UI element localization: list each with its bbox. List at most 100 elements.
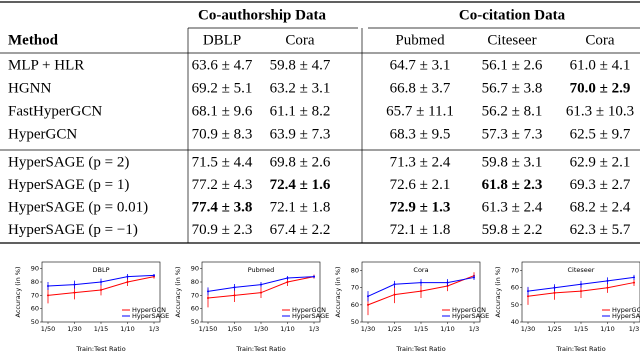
chart-title: Citeseer <box>568 266 595 274</box>
cell: 72.6 ± 2.1 <box>390 177 451 193</box>
point <box>473 276 475 279</box>
legend-label: HyperGCN <box>292 306 326 314</box>
cell: 72.1 ± 1.8 <box>390 222 451 238</box>
cell: 62.5 ± 9.7 <box>570 126 631 142</box>
point <box>260 283 262 286</box>
x-tick-label: 1/3 <box>309 325 319 333</box>
x-tick-label: 1/3 <box>629 325 639 333</box>
y-tick-label: 50 <box>31 318 39 326</box>
x-tick-label: 1/15 <box>574 325 589 333</box>
x-tick-label: 1/15 <box>94 325 109 333</box>
point <box>313 275 315 278</box>
cell: 68.3 ± 9.5 <box>390 126 451 142</box>
legend-label: HyperGCN <box>452 306 486 314</box>
method-name: FastHyperGCN <box>8 103 102 119</box>
cell: 56.7 ± 3.8 <box>482 80 543 96</box>
point <box>73 283 76 286</box>
cell: 61.0 ± 4.1 <box>570 57 631 73</box>
point <box>420 281 422 284</box>
cell: 68.2 ± 2.4 <box>570 199 631 215</box>
column-header: Cora <box>285 32 315 48</box>
y-tick-label: 80 <box>31 278 39 286</box>
point <box>633 276 635 279</box>
point <box>606 279 609 282</box>
legend-label: HyperSAGE <box>132 312 169 320</box>
cell: 77.2 ± 4.3 <box>192 177 253 193</box>
y-tick-label: 70 <box>351 284 359 292</box>
cell: 56.1 ± 2.6 <box>482 57 543 73</box>
x-tick-label: 1/10 <box>600 325 615 333</box>
cell: 61.8 ± 2.3 <box>482 177 543 193</box>
y-tick-label: 70 <box>191 291 199 299</box>
cell: 68.1 ± 9.6 <box>192 103 253 119</box>
point <box>233 286 236 289</box>
method-name: HyperSAGE (p = −1) <box>8 222 138 238</box>
point <box>393 283 396 286</box>
point <box>580 283 582 286</box>
point <box>580 290 582 293</box>
x-tick-label: 1/30 <box>521 325 536 333</box>
method-name: HyperSAGE (p = 0.01) <box>8 199 148 215</box>
cell: 65.7 ± 11.1 <box>386 103 454 119</box>
y-tick-label: 60 <box>31 305 39 313</box>
cell: 59.8 ± 3.1 <box>482 154 543 170</box>
cell: 71.5 ± 4.4 <box>192 154 253 170</box>
y-tick-label: 60 <box>351 301 359 309</box>
point <box>100 289 102 291</box>
x-axis-label: Train:Test Ratio <box>75 345 125 353</box>
y-tick-label: 70 <box>511 267 519 275</box>
point <box>527 290 529 293</box>
point <box>47 294 49 297</box>
legend-label: HyperSAGE <box>452 312 489 320</box>
method-name: HyperSAGE (p = 1) <box>8 177 129 193</box>
x-tick-label: 1/150 <box>199 325 218 333</box>
x-axis-label: Train:Test Ratio <box>395 345 445 353</box>
point <box>260 291 262 294</box>
method-name: HGNN <box>8 80 51 96</box>
cell: 62.3 ± 5.7 <box>570 222 631 238</box>
cell: 63.9 ± 7.3 <box>270 126 331 142</box>
chart-title: Pubmed <box>248 266 275 274</box>
point <box>73 291 76 294</box>
y-tick-label: 80 <box>191 278 199 286</box>
point <box>553 291 556 294</box>
cell: 69.2 ± 5.1 <box>192 80 253 96</box>
cell: 70.9 ± 2.3 <box>192 222 253 238</box>
column-header: Method <box>8 32 59 48</box>
y-tick-label: 90 <box>191 265 199 273</box>
y-tick-label: 50 <box>351 318 359 326</box>
y-tick-label: 50 <box>191 318 199 326</box>
method-name: HyperGCN <box>8 126 77 142</box>
y-tick-label: 60 <box>511 284 519 292</box>
point <box>207 290 209 293</box>
x-tick-label: 1/3 <box>469 325 479 333</box>
point <box>207 297 209 299</box>
point <box>393 293 396 296</box>
x-tick-label: 1/25 <box>387 325 402 333</box>
point <box>126 275 129 278</box>
cell: 59.8 ± 2.2 <box>482 222 543 238</box>
chart-title: Cora <box>413 266 428 274</box>
x-tick-label: 1/30 <box>361 325 376 333</box>
group-header: Co-citation Data <box>459 7 566 23</box>
cell: 63.6 ± 4.7 <box>192 57 253 73</box>
legend-label: HyperGCN <box>612 306 640 314</box>
cell: 70.9 ± 8.3 <box>192 126 253 142</box>
x-tick-label: 1/50 <box>41 325 56 333</box>
cell: 72.4 ± 1.6 <box>270 177 331 193</box>
cell: 61.3 ± 2.4 <box>482 199 543 215</box>
cell: 69.8 ± 2.6 <box>270 154 331 170</box>
y-tick-label: 50 <box>511 301 519 309</box>
legend-label: HyperSAGE <box>612 312 640 320</box>
x-tick-label: 1/30 <box>254 325 269 333</box>
point <box>233 294 236 297</box>
point <box>286 277 289 279</box>
x-axis-label: Train:Test Ratio <box>235 345 285 353</box>
y-axis-label: Accuracy (in %) <box>494 267 502 318</box>
column-header: DBLP <box>203 32 241 48</box>
method-name: HyperSAGE (p = 2) <box>8 154 129 170</box>
group-header: Co-authorship Data <box>198 7 326 23</box>
point <box>153 274 155 277</box>
cell: 77.4 ± 3.8 <box>192 199 253 215</box>
column-header: Pubmed <box>395 32 445 48</box>
